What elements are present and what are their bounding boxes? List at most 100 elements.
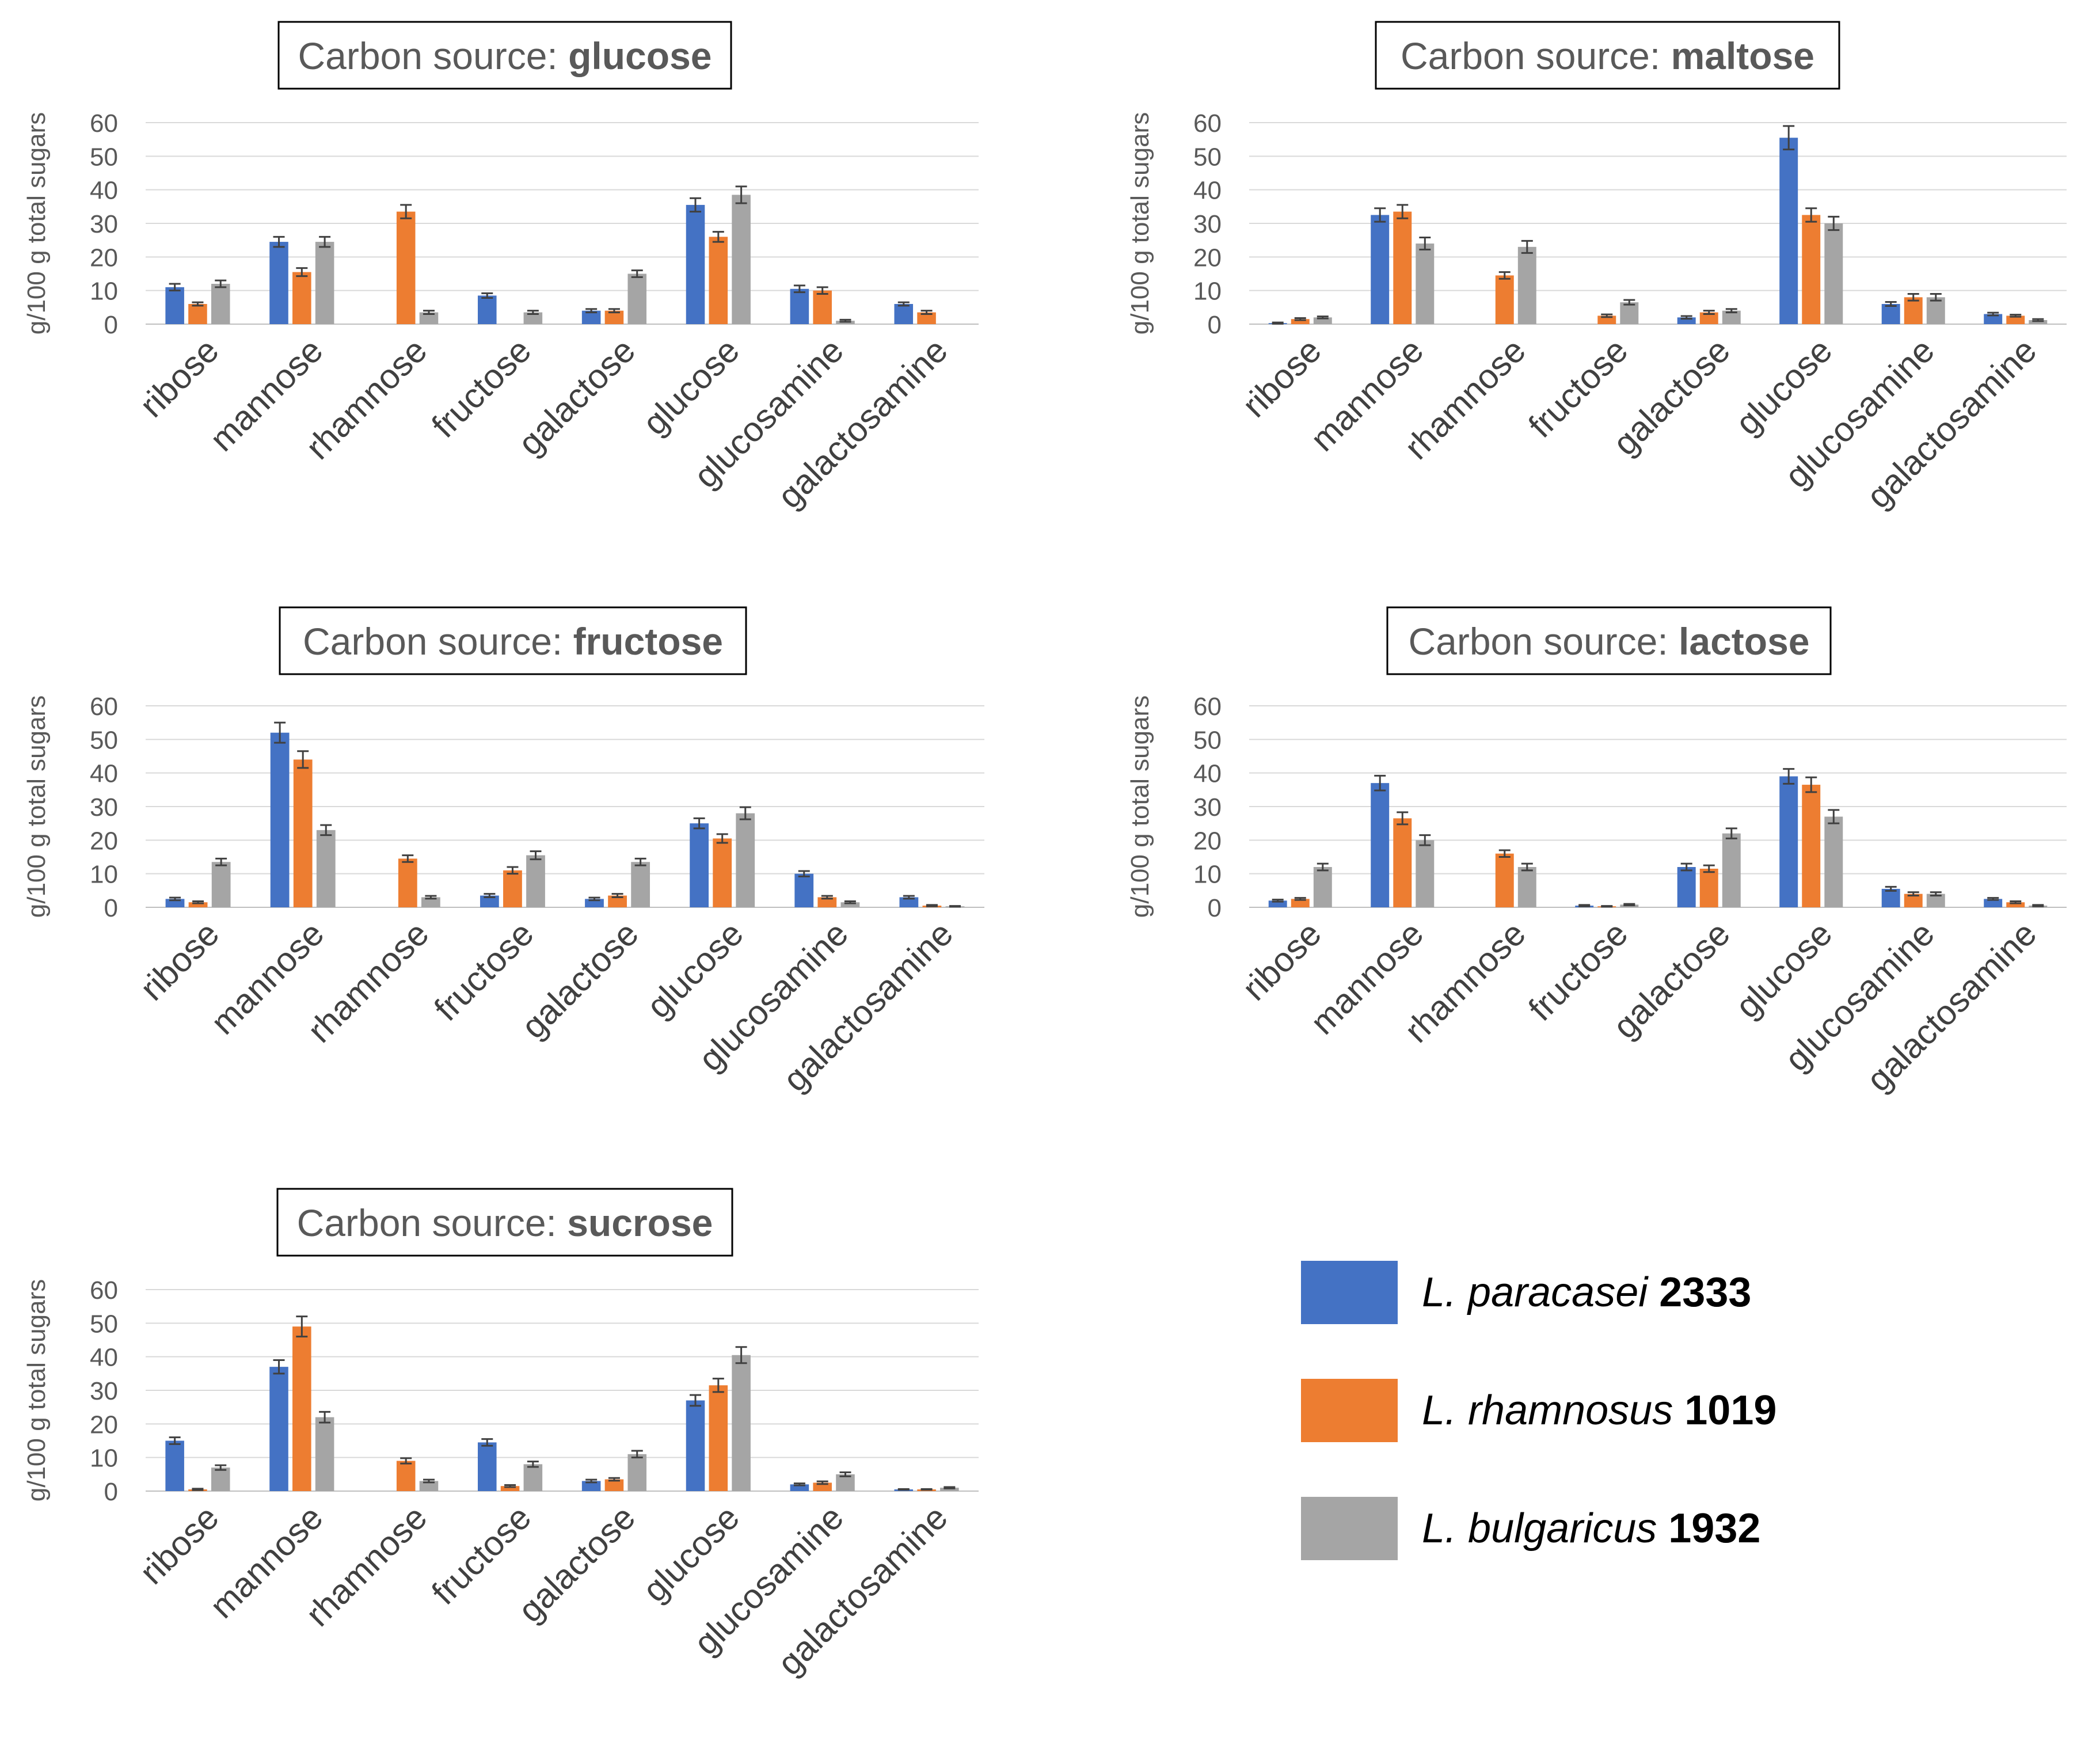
chart-title-bold: lactose [1679,620,1809,663]
y-tick-label: 0 [104,1478,118,1506]
y-tick-label: 20 [1193,827,1222,855]
bar [794,873,814,907]
bar [1824,223,1843,324]
bar [894,304,914,324]
x-tick-label: ribose [1235,914,1329,1008]
bar [686,1400,705,1491]
bar [211,284,230,324]
bar [1268,900,1287,907]
bar [709,1385,728,1491]
bar [396,211,416,324]
y-tick-label: 50 [90,726,118,754]
y-axis-label: g/100 g total sugars [22,112,51,334]
bar [631,862,650,907]
legend-swatch [1301,1497,1398,1560]
y-tick-label: 30 [90,210,118,238]
bar [419,312,439,324]
bar [292,1326,311,1491]
chart-title-prefix: Carbon source: [1408,620,1679,663]
y-tick-label: 60 [1193,693,1222,721]
bar [2006,315,2025,324]
bar [523,312,543,324]
bar [790,288,809,324]
bar [477,1442,497,1491]
bar [1904,297,1923,324]
bar [1371,215,1390,324]
legend-item: L. paracasei 2333 [1301,1261,1877,1324]
bar [188,902,208,907]
bar [1620,302,1639,324]
bar [1926,893,1945,907]
chart-title-box [276,1188,733,1257]
bar [419,1481,439,1491]
legend-strain: 1932 [1668,1505,1761,1552]
legend-item: L. rhamnosus 1019 [1301,1379,1877,1442]
bar [1904,893,1923,907]
bar [686,204,705,324]
x-tick-label: ribose [132,331,226,425]
bar [292,272,311,324]
y-tick-label: 0 [1208,894,1222,922]
bar [211,862,231,907]
bar [608,895,627,907]
bar [627,1454,647,1491]
y-tick-label: 10 [1193,861,1222,889]
chart-title: Carbon source: lactose [1408,620,1809,663]
bar [315,1417,334,1491]
bar [1371,783,1390,907]
legend-item: L. bulgaricus 1932 [1301,1497,1877,1560]
bar [1779,776,1798,907]
y-tick-label: 0 [104,311,118,339]
bar [1824,816,1843,907]
legend-label: L. bulgaricus 1932 [1422,1505,1760,1552]
bar [2006,902,2025,907]
chart-title-bold: maltose [1671,35,1814,77]
bar [165,1440,184,1491]
bar [269,1367,288,1491]
y-tick-label: 10 [90,861,118,889]
y-tick-label: 60 [90,109,118,138]
chart-title-prefix: Carbon source: [303,620,573,663]
y-tick-label: 10 [90,1444,118,1473]
bar [709,237,728,324]
bar [269,242,288,324]
y-tick-label: 50 [90,1310,118,1338]
y-axis-label: g/100 g total sugars [1126,112,1154,334]
bar [1881,888,1900,907]
bar [1416,244,1435,324]
chart-title-prefix: Carbon source: [297,1202,568,1244]
chart-title-box [1386,606,1832,675]
bar [1926,297,1945,324]
bar [1495,275,1514,324]
bar [1802,785,1821,907]
chart-title: Carbon source: maltose [1401,35,1814,77]
bar [503,870,522,907]
y-tick-label: 20 [1193,244,1222,272]
y-tick-label: 30 [90,1377,118,1405]
chart-title-box [277,21,732,90]
y-tick-label: 20 [90,244,118,272]
bar [165,287,184,324]
bar [1779,138,1798,324]
bar [1984,314,2003,324]
bar [1393,818,1412,907]
legend-label: L. rhamnosus 1019 [1422,1387,1776,1434]
bar [1313,317,1332,324]
x-tick-label: galactose [514,914,646,1046]
legend-species: L. rhamnosus [1422,1387,1673,1434]
bar [581,310,601,324]
bar [1291,319,1310,324]
bar [1677,317,1696,324]
y-axis-label: g/100 g total sugars [1126,695,1154,918]
bar [1291,899,1310,907]
y-tick-label: 0 [1208,311,1222,339]
chart-title-bold: glucose [568,35,712,77]
chart-title-prefix: Carbon source: [1401,35,1671,77]
legend-swatch [1301,1261,1398,1324]
bar [526,855,545,907]
bar [736,813,755,907]
y-tick-label: 20 [90,827,118,855]
bar [523,1464,543,1491]
bar [316,830,336,907]
